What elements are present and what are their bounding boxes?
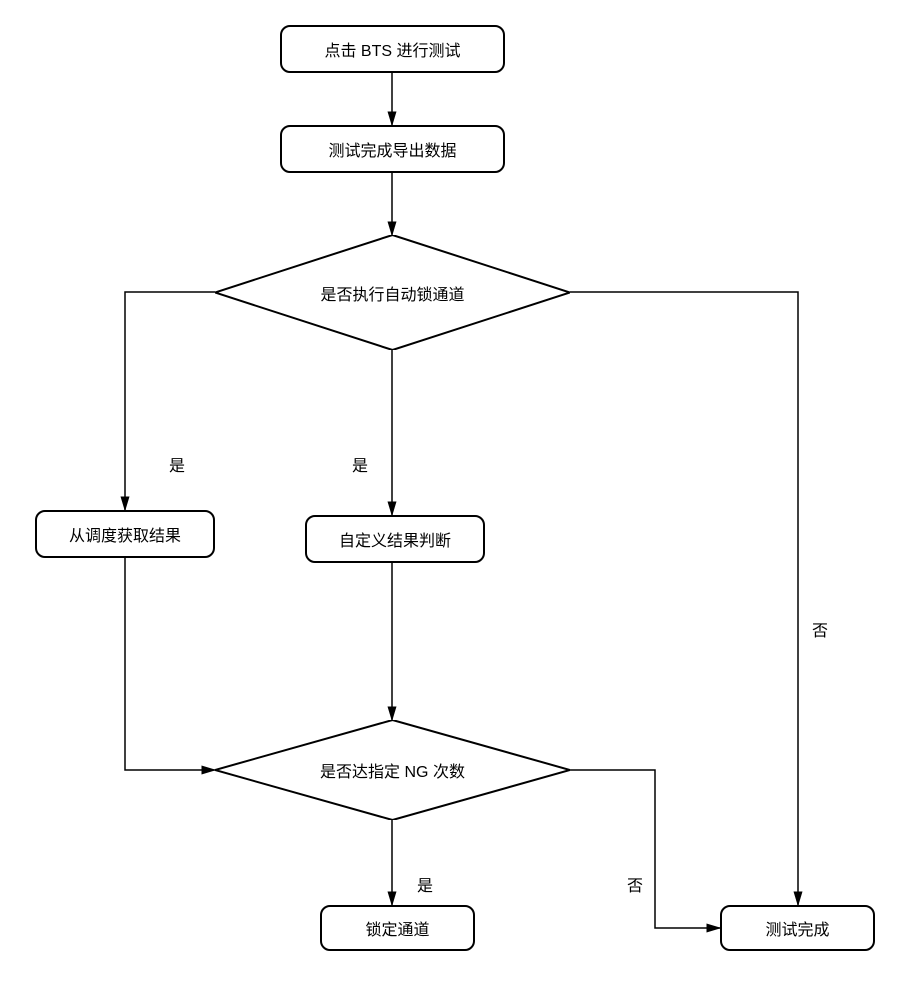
node-decision1-label: 是否执行自动锁通道	[320, 281, 464, 305]
node-export-label: 测试完成导出数据	[328, 137, 456, 161]
node-complete: 测试完成	[720, 905, 875, 951]
node-schedule-label: 从调度获取结果	[69, 522, 181, 546]
node-start: 点击 BTS 进行测试	[280, 25, 505, 73]
node-lock-label: 锁定通道	[365, 916, 429, 940]
node-decision2: 是否达指定 NG 次数	[215, 720, 570, 820]
node-decision2-label: 是否达指定 NG 次数	[320, 758, 465, 782]
node-schedule: 从调度获取结果	[35, 510, 215, 558]
edge-label-no-right: 否	[810, 615, 830, 643]
edge-label-no-bottom: 否	[625, 870, 645, 898]
node-custom: 自定义结果判断	[305, 515, 485, 563]
node-export: 测试完成导出数据	[280, 125, 505, 173]
flowchart-container: 点击 BTS 进行测试 测试完成导出数据 是否执行自动锁通道 从调度获取结果 自…	[0, 0, 920, 1000]
edge-label-yes-bottom: 是	[415, 870, 435, 898]
node-lock: 锁定通道	[320, 905, 475, 951]
node-start-label: 点击 BTS 进行测试	[324, 37, 460, 61]
node-custom-label: 自定义结果判断	[339, 527, 451, 551]
edge-label-yes-center: 是	[350, 450, 370, 478]
node-decision1: 是否执行自动锁通道	[215, 235, 570, 350]
edge-label-yes-left: 是	[167, 450, 187, 478]
node-complete-label: 测试完成	[765, 916, 829, 940]
